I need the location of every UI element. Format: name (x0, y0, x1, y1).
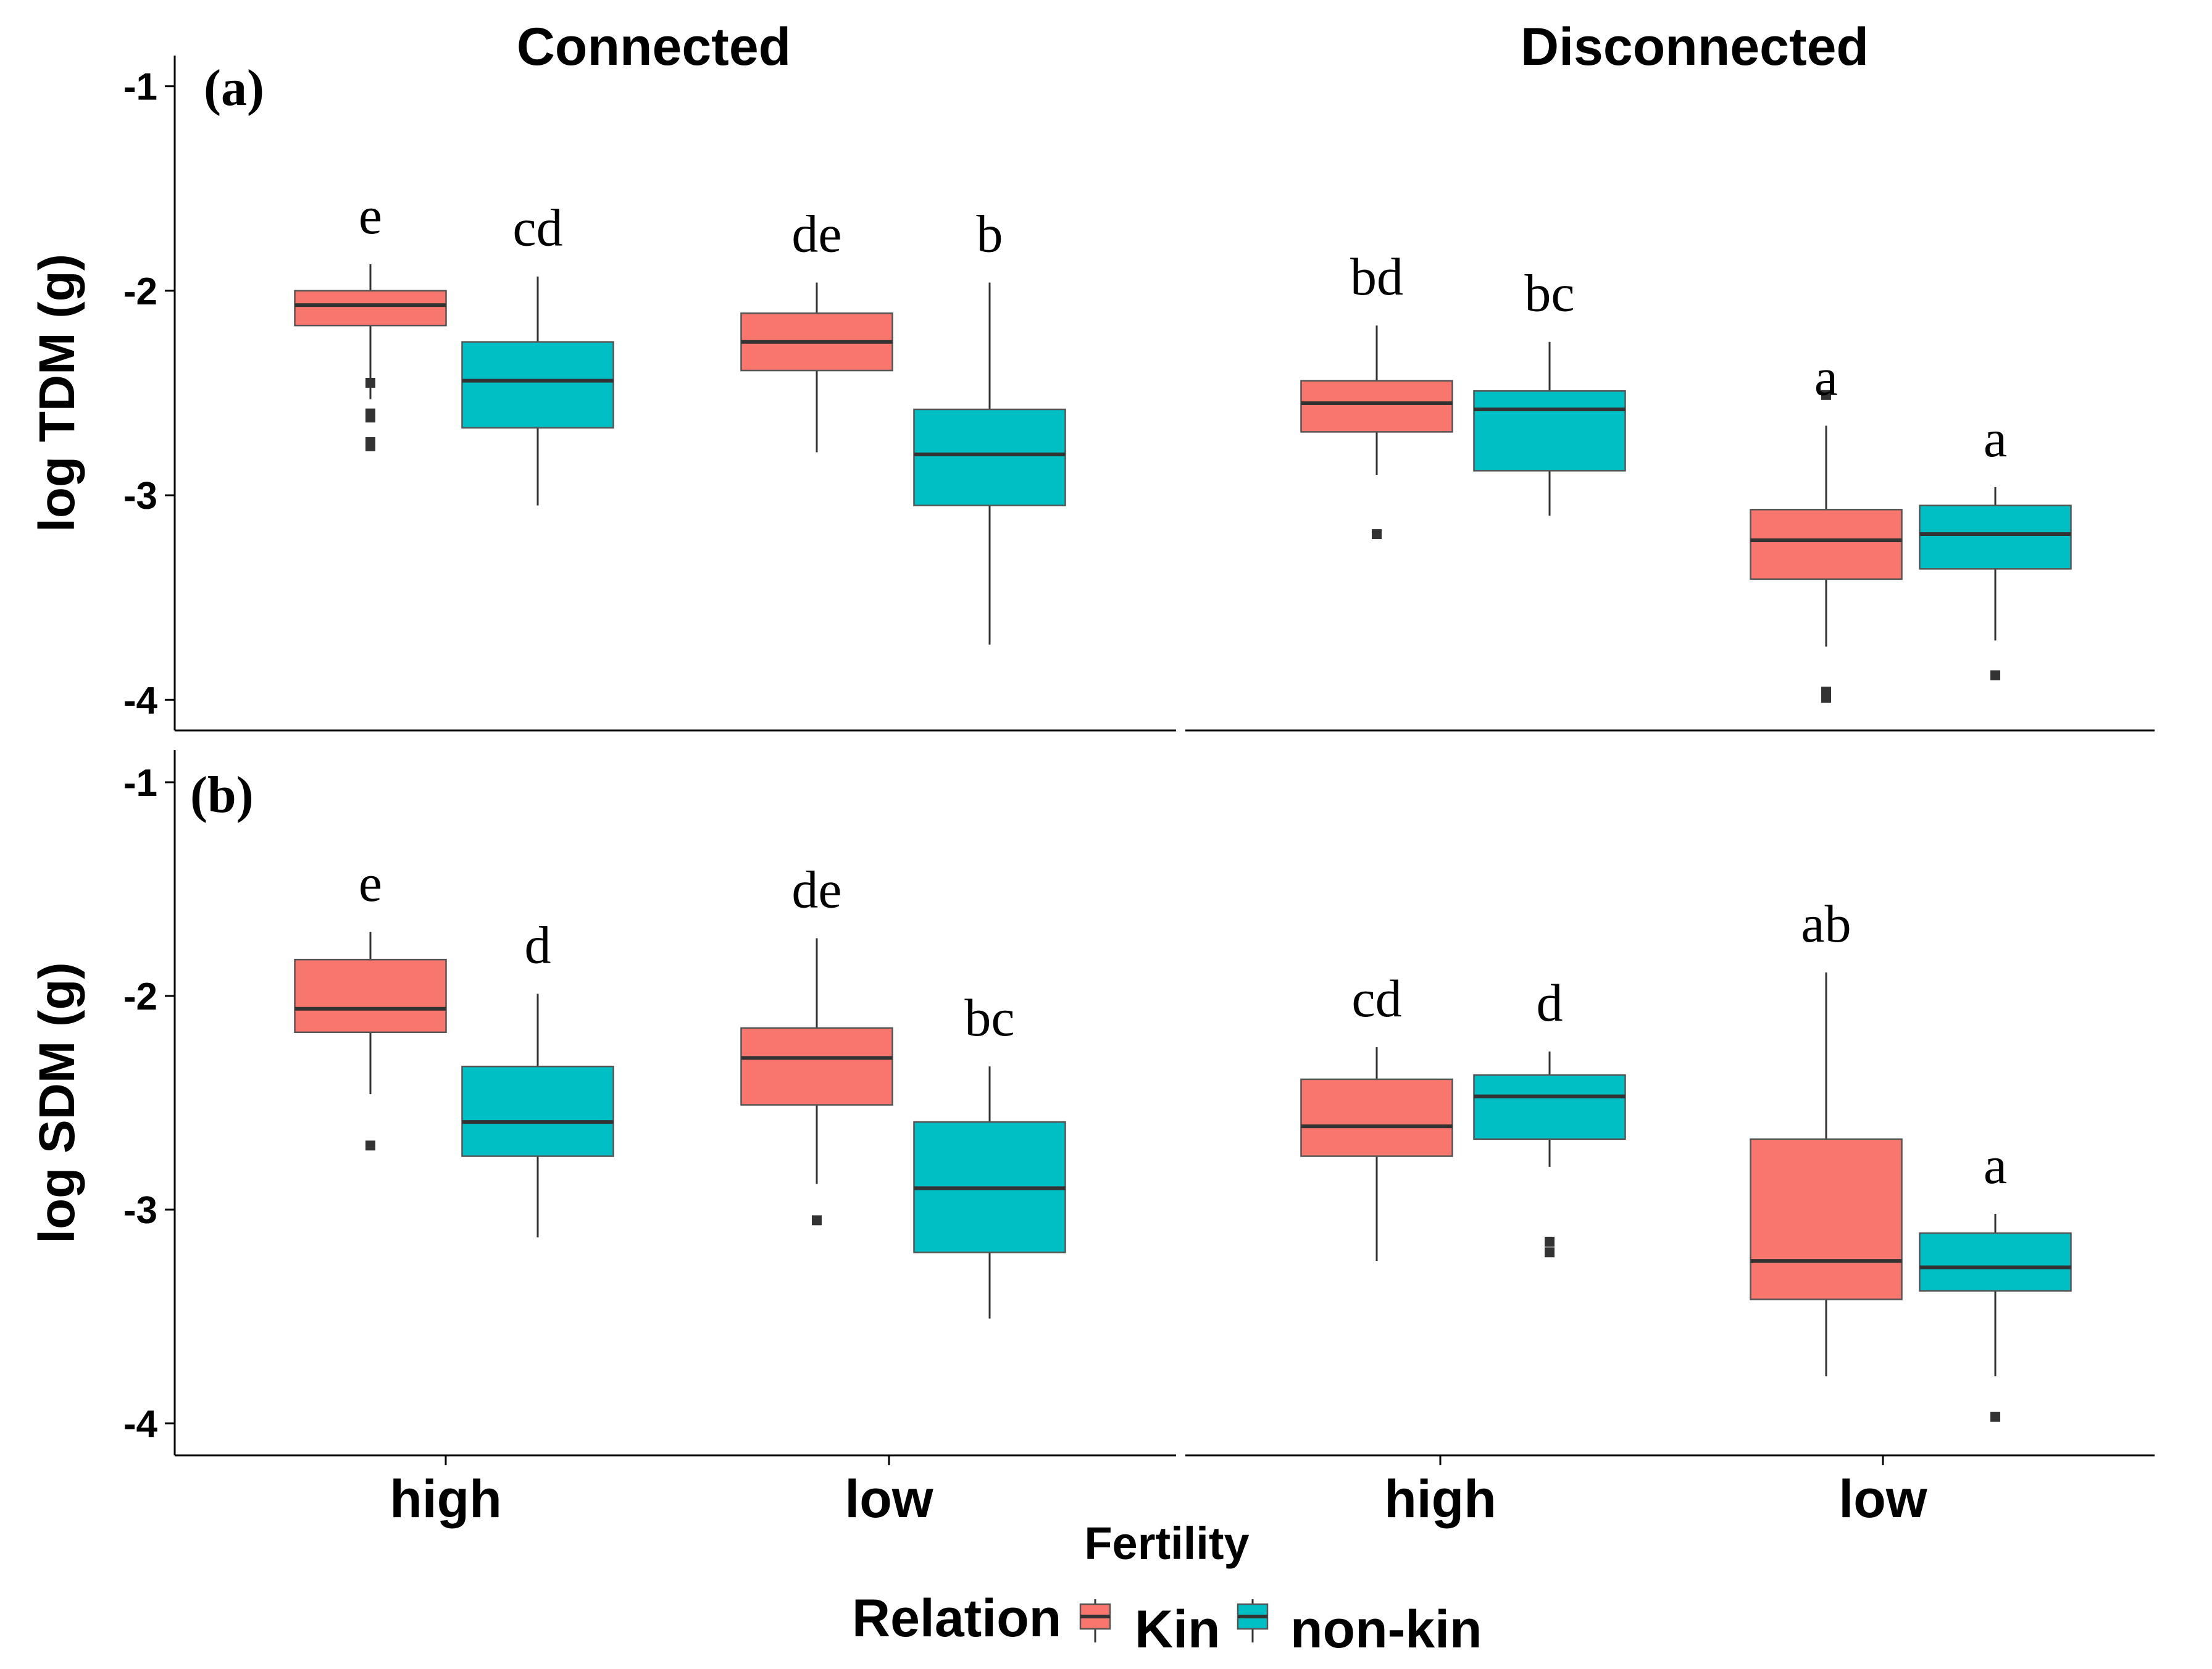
panel-a-disconnected-low-kin-outlier (1821, 693, 1831, 703)
panel-a-connected-high-non-kin-letter: cd (512, 198, 562, 257)
panel-b-y-axis-title: log SDM (g) (29, 962, 85, 1243)
plot-area (165, 56, 2155, 1465)
panel-b-disconnected-low-non-kin-box (1919, 1232, 2072, 1292)
panel-b-disconnected-low-non-kin-box-group (1919, 1213, 2072, 1422)
x-tick-label-connected-low: low (845, 1470, 933, 1529)
panel-a-disconnected-low-kin-box-group (1750, 390, 1903, 703)
panel-a-connected-low-non-kin-letter: b (977, 204, 1003, 264)
panel-a-y-axis-title: log TDM (g) (29, 254, 85, 532)
panel-a-disconnected-low-kin-letter: a (1814, 347, 1838, 406)
panel-a-connected-high-kin-outlier (365, 412, 375, 423)
panel-a-connected-high-kin-outlier (365, 441, 375, 451)
panel-a-disconnected-high-non-kin-box (1473, 390, 1626, 472)
panel-a-connected-high-kin-letter: e (359, 186, 382, 245)
panel-b-connected-low-kin-box (740, 1027, 893, 1106)
panel-b-disconnected-low-non-kin-outlier (1990, 1412, 2000, 1422)
panel-a-connected-low-non-kin-box-group (913, 282, 1066, 645)
labels: Connected Disconnected -1 -2 -3 -4 log TDM (g)… (29, 17, 2007, 1569)
panel-b-disconnected-high-kin-box-group (1300, 1047, 1453, 1261)
panel-b-connected-high-kin-box-group (294, 932, 447, 1151)
panel-a-tag: (a) (204, 59, 264, 117)
panel-b-disconnected-low-kin-letter: ab (1801, 894, 1851, 953)
panel-a-y-tick-label: -1 (123, 66, 157, 109)
panel-a-connected-high-non-kin-box (461, 341, 614, 429)
panel-a-connected-low-kin-box-group (740, 282, 893, 453)
panel-b-tag: (b) (190, 766, 254, 824)
panel-a-connected-high-kin-outlier (365, 377, 375, 388)
panel-a-disconnected-high-non-kin-letter: bc (1524, 264, 1574, 323)
panel-b-y-tick-label: -1 (123, 762, 157, 805)
panel-b-connected-high-non-kin-letter: d (525, 916, 551, 975)
panel-a-connected-high-kin-box (294, 290, 447, 327)
panel-a-disconnected-low-kin-outlier (1821, 390, 1831, 400)
facet-title-connected: Connected (517, 17, 791, 77)
panel-b-connected-high-non-kin-box (461, 1065, 614, 1157)
legend-title: Relation (852, 1589, 1061, 1648)
panel-b-disconnected-high-non-kin-outlier (1545, 1236, 1555, 1247)
panel-b-connected-low-kin-letter: de (791, 860, 841, 919)
legend-label-non-kin: non-kin (1290, 1600, 1482, 1659)
panel-a-disconnected-low-kin-box (1750, 509, 1903, 580)
panel-a-disconnected-high-kin-box-group (1300, 325, 1453, 540)
panel-b-disconnected-low-kin-box (1750, 1138, 1903, 1300)
panel-b-disconnected-high-non-kin-box (1473, 1074, 1626, 1140)
panel-a-disconnected-high-non-kin-box-group (1473, 341, 1626, 516)
legend-label-kin: Kin (1135, 1600, 1221, 1659)
x-tick-label-disconnected-high: high (1384, 1470, 1496, 1529)
panel-a-disconnected-high-kin-box (1300, 380, 1453, 433)
panel-b-disconnected-low-kin-box-group (1750, 972, 1903, 1376)
panel-a-connected-high-kin-box-group (294, 264, 447, 451)
panel-a-disconnected-high-kin-letter: bd (1350, 247, 1403, 306)
panel-b-y-tick-label: -4 (123, 1403, 158, 1445)
panel-b-disconnected-high-non-kin-outlier (1545, 1247, 1555, 1258)
panel-b-connected-low-kin-box-group (740, 938, 893, 1226)
panel-b-connected-low-non-kin-box-group (913, 1066, 1066, 1319)
panel-b-y-tick-label: -3 (123, 1189, 157, 1232)
panel-b-disconnected-high-kin-box (1300, 1078, 1453, 1157)
panel-a-connected-high-non-kin-box-group (461, 276, 614, 506)
legend: Relation Kin non-kin (852, 1589, 1482, 1659)
panel-b-disconnected-low-non-kin-letter: a (1984, 1136, 2007, 1195)
panel-b-connected-low-non-kin-letter: bc (964, 988, 1014, 1047)
panel-b-connected-high-kin-outlier (365, 1140, 375, 1151)
facet-title-disconnected: Disconnected (1521, 17, 1869, 77)
panel-b-connected-low-kin-outlier (812, 1215, 822, 1226)
panel-a-disconnected-low-non-kin-letter: a (1984, 409, 2007, 468)
panel-a-y-tick-label: -2 (123, 270, 157, 313)
x-axis-title: Fertility (1084, 1518, 1249, 1569)
panel-a-connected-low-kin-letter: de (791, 204, 841, 264)
panel-b-y-tick-label: -2 (123, 976, 157, 1018)
panel-a-y-tick-label: -3 (123, 475, 157, 517)
panel-a-y-tick-label: -4 (123, 679, 158, 722)
panel-b-disconnected-high-non-kin-letter: d (1537, 973, 1563, 1032)
panel-a-disconnected-high-kin-outlier (1372, 529, 1382, 540)
panel-a-disconnected-low-non-kin-box-group (1919, 487, 2072, 680)
panel-a-disconnected-low-non-kin-outlier (1990, 670, 2000, 680)
panel-b-disconnected-high-kin-letter: cd (1351, 969, 1401, 1028)
panel-a-disconnected-low-non-kin-box (1919, 504, 2072, 570)
x-tick-label-disconnected-low: low (1838, 1470, 1927, 1529)
x-tick-label-connected-high: high (390, 1470, 502, 1529)
panel-b-disconnected-high-non-kin-box-group (1473, 1051, 1626, 1258)
panel-b-connected-high-kin-letter: e (359, 853, 382, 913)
panel-b-connected-high-non-kin-box-group (461, 993, 614, 1238)
panel-b-connected-high-kin-box (294, 958, 447, 1034)
panel-a-connected-low-non-kin-box (913, 408, 1066, 506)
